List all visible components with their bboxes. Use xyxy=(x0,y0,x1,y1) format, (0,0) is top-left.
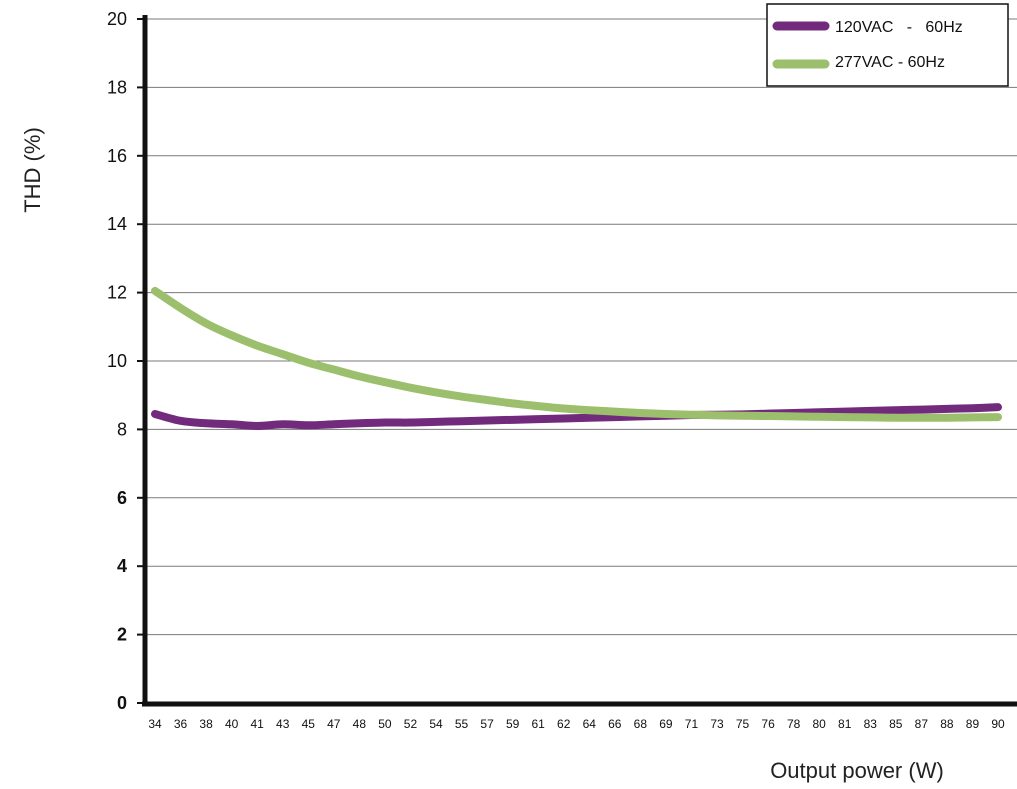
data-series xyxy=(151,286,1002,430)
y-tick-label-0: 0 xyxy=(117,693,127,713)
y-tick-label-10: 10 xyxy=(107,351,127,371)
y-tick-label-14: 14 xyxy=(107,214,127,234)
x-tick-label-68: 68 xyxy=(634,717,648,731)
gridlines xyxy=(145,18,1017,636)
x-tick-label-40: 40 xyxy=(225,717,239,731)
x-tick-label-90: 90 xyxy=(991,717,1005,731)
y-tick-label-18: 18 xyxy=(107,77,127,97)
y-tick-label-8: 8 xyxy=(117,419,127,439)
x-tick-label-75: 75 xyxy=(736,717,750,731)
y-tick-labels: 0 2 4 6 8 10 12 14 16 18 20 xyxy=(107,9,145,713)
x-tick-label-61: 61 xyxy=(532,717,546,731)
x-tick-label-69: 69 xyxy=(659,717,673,731)
x-tick-label-89: 89 xyxy=(966,717,980,731)
x-tick-label-81: 81 xyxy=(838,717,852,731)
x-tick-label-55: 55 xyxy=(455,717,469,731)
x-tick-label-34: 34 xyxy=(148,717,162,731)
y-tick-label-6: 6 xyxy=(117,488,127,508)
x-tick-label-83: 83 xyxy=(864,717,878,731)
x-tick-label-38: 38 xyxy=(199,717,213,731)
x-tick-label-62: 62 xyxy=(557,717,571,731)
x-axis-label: Output power (W) xyxy=(770,758,944,783)
legend: 120VAC - 60Hz 277VAC - 60Hz xyxy=(766,3,1009,87)
x-tick-label-54: 54 xyxy=(429,717,443,731)
x-tick-label-73: 73 xyxy=(710,717,724,731)
axes xyxy=(142,15,1017,707)
x-tick-label-76: 76 xyxy=(761,717,775,731)
x-tick-label-48: 48 xyxy=(353,717,367,731)
legend-box xyxy=(766,3,1009,87)
x-tick-label-64: 64 xyxy=(583,717,597,731)
x-tick-label-88: 88 xyxy=(940,717,954,731)
x-tick-label-52: 52 xyxy=(404,717,418,731)
x-tick-label-87: 87 xyxy=(915,717,929,731)
x-tick-label-78: 78 xyxy=(787,717,801,731)
x-tick-label-71: 71 xyxy=(685,717,699,731)
y-tick-label-4: 4 xyxy=(117,556,127,576)
y-tick-label-16: 16 xyxy=(107,146,127,166)
x-tick-label-80: 80 xyxy=(813,717,827,731)
x-tick-label-47: 47 xyxy=(327,717,341,731)
series-line-1 xyxy=(151,286,1002,422)
y-tick-label-2: 2 xyxy=(117,625,127,645)
x-tick-label-66: 66 xyxy=(608,717,622,731)
legend-label-120vac: 120VAC - 60Hz xyxy=(835,19,963,36)
y-tick-label-20: 20 xyxy=(107,9,127,29)
x-tick-label-57: 57 xyxy=(480,717,494,731)
x-tick-labels: 34 36 38 40 41 43 45 47 48 50 52 54 55 57 59 61 62 64 66 68… xyxy=(148,717,1005,731)
legend-label-277vac: 277VAC - 60Hz xyxy=(835,54,945,71)
x-tick-label-85: 85 xyxy=(889,717,903,731)
x-tick-label-59: 59 xyxy=(506,717,520,731)
series-line-0 xyxy=(151,403,1002,430)
x-tick-label-41: 41 xyxy=(251,717,265,731)
x-tick-label-50: 50 xyxy=(378,717,392,731)
x-tick-label-43: 43 xyxy=(276,717,290,731)
y-tick-label-12: 12 xyxy=(107,283,127,303)
x-tick-label-45: 45 xyxy=(302,717,316,731)
y-axis-label: THD (%) xyxy=(20,127,45,213)
x-tick-label-36: 36 xyxy=(174,717,188,731)
